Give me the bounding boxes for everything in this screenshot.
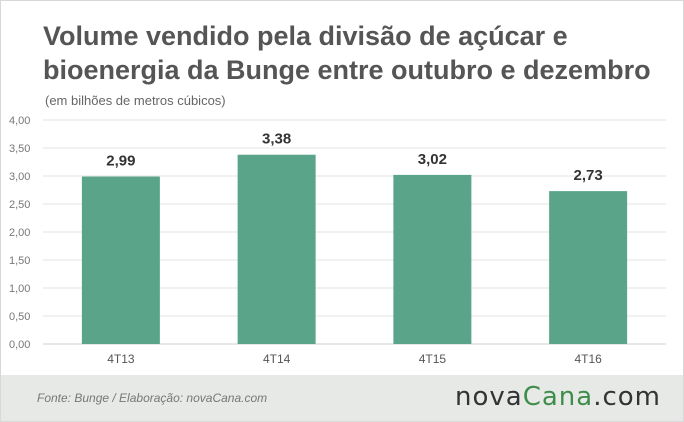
bar-chart: 0,00 0,50 1,00 1,50 2,00 2,50 3,00 3,50 4,00 2,99… [9,115,666,366]
footer: Fonte: Bunge / Elaboração: novaCana.com … [1,375,683,421]
bar [237,154,316,344]
y-tick-label: 4,00 [9,115,30,127]
y-tick-label: 1,50 [9,255,30,267]
y-tick-label: 2,00 [9,227,30,239]
bar [81,176,160,344]
data-label: 3,38 [262,131,291,148]
logo-accent-text: Cana [522,382,594,412]
y-tick-label: 2,50 [9,199,30,211]
x-tick-label: 4T16 [574,352,602,366]
chart-subtitle: (em bilhões de metros cúbicos) [45,93,226,108]
bar [393,174,472,344]
data-label: 2,99 [106,153,135,170]
bar [549,191,628,344]
y-tick-label: 0,00 [9,339,30,351]
y-tick-label: 3,50 [9,143,30,155]
x-tick-label: 4T15 [419,352,447,366]
x-tick-label: 4T14 [263,352,291,366]
y-tick-label: 1,00 [9,283,30,295]
logo-main-text: nova [454,382,523,412]
logo-suffix-text: .com [593,382,661,412]
x-tick-label: 4T13 [107,352,135,366]
data-label: 2,73 [574,167,603,184]
y-tick-label: 0,50 [9,311,30,323]
data-label: 3,02 [418,151,447,168]
chart-title: Volume vendido pela divisão de açúcar e … [43,21,651,85]
novacana-logo[interactable]: novaCana.com [455,382,661,412]
source-note: Fonte: Bunge / Elaboração: novaCana.com [37,391,268,405]
y-tick-label: 3,00 [9,171,30,183]
